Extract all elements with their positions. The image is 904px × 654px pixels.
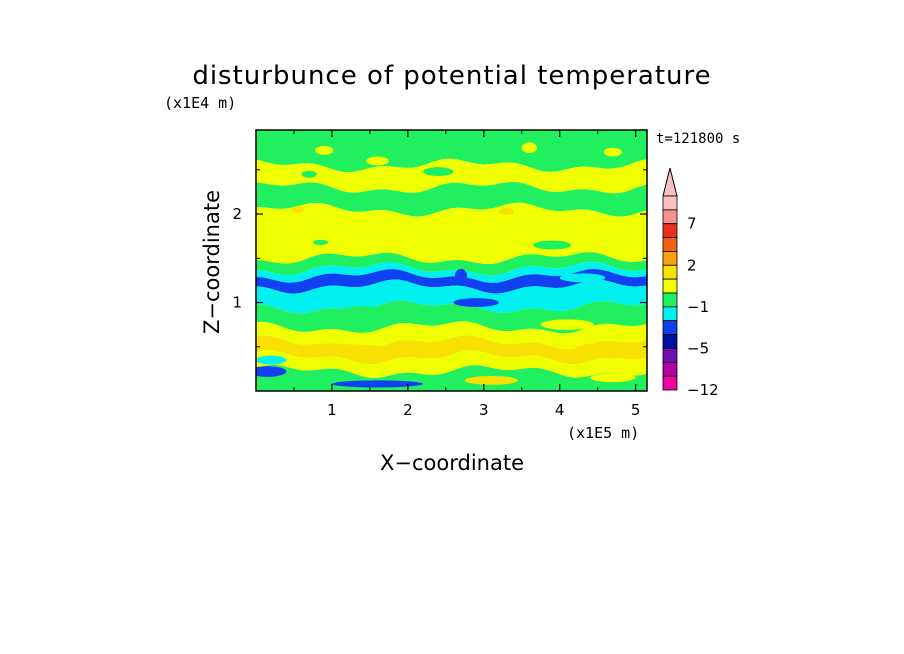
- contour-band: [256, 335, 647, 365]
- contour-band: [256, 350, 647, 379]
- contour-band: [256, 269, 647, 294]
- contour-cell: [454, 268, 468, 284]
- contour-cell: [315, 145, 334, 155]
- x-tick-label: 2: [403, 401, 413, 419]
- colorbar-swatch: [662, 320, 678, 335]
- x-tick-label: 5: [631, 401, 641, 419]
- contour-cell: [521, 142, 537, 154]
- colorbar-tick-label: −12: [687, 381, 719, 399]
- contour-cell: [533, 240, 572, 250]
- contour-cell: [291, 206, 304, 214]
- colorbar-tick-label: 2: [687, 256, 697, 274]
- contour-band: [256, 158, 647, 194]
- time-label: t=121800 s: [656, 131, 740, 147]
- contour-band: [256, 130, 647, 173]
- contour-cell: [366, 156, 389, 166]
- contour-cell: [559, 273, 606, 283]
- contour-cell: [256, 366, 287, 377]
- x-tick-label: 3: [479, 401, 489, 419]
- colorbar-swatch: [662, 209, 678, 225]
- colorbar-swatch: [662, 292, 678, 308]
- colorbar-tick-label: 7: [687, 215, 697, 233]
- y-tick-label: 1: [232, 294, 242, 312]
- y-axis-label: Z−coordinate: [200, 190, 224, 334]
- contour-cell: [590, 373, 636, 383]
- colorbar-swatch: [662, 334, 678, 349]
- contour-cell: [540, 319, 594, 330]
- contour-cell: [498, 207, 515, 215]
- chart-title: disturbunce of potential temperature: [192, 61, 711, 91]
- y-tick-label: 2: [232, 205, 242, 223]
- colorbar-extend-arrow: [662, 167, 678, 197]
- contour-band: [256, 279, 647, 314]
- y-axis: 12: [232, 169, 647, 348]
- colorbar-swatch: [662, 348, 678, 363]
- contour-band: [256, 262, 647, 283]
- colorbar-tick-label: −5: [687, 339, 709, 357]
- contour-cell: [453, 298, 499, 307]
- colorbar-swatch: [662, 195, 678, 211]
- contour-field: [256, 130, 647, 391]
- colorbar-swatch: [662, 306, 678, 322]
- colorbar-swatch: [662, 237, 678, 252]
- colorbar: 7 2 −1 −5 −12: [662, 167, 719, 399]
- contour-cell: [271, 344, 393, 355]
- x-unit-label: (x1E5 m): [567, 424, 639, 442]
- x-axis: 1 2 3 4 5: [293, 130, 641, 419]
- colorbar-tick-label: −1: [687, 298, 709, 316]
- y-unit-label: (x1E4 m): [164, 94, 236, 112]
- contour-band: [256, 182, 647, 217]
- contour-cell: [256, 355, 287, 365]
- colorbar-swatch: [662, 223, 678, 238]
- colorbar-swatch: [662, 375, 678, 391]
- x-axis-label: X−coordinate: [380, 451, 524, 475]
- contour-cell: [331, 380, 424, 388]
- contour-cell: [574, 343, 636, 354]
- contour-cell: [339, 306, 386, 317]
- contour-cell: [312, 239, 329, 246]
- colorbar-swatch: [662, 361, 678, 377]
- contour-band: [256, 252, 647, 276]
- colorbar-swatch: [662, 278, 678, 294]
- contour-cell: [423, 167, 454, 177]
- contour-band: [256, 321, 647, 350]
- x-tick-label: 1: [327, 401, 337, 419]
- plot-frame: [255, 129, 648, 392]
- colorbar-swatch: [662, 264, 678, 280]
- colorbar-swatch: [662, 251, 678, 266]
- x-tick-label: 4: [555, 401, 565, 419]
- contour-cell: [301, 170, 317, 178]
- contour-cell: [464, 375, 518, 385]
- contour-cell: [603, 147, 622, 157]
